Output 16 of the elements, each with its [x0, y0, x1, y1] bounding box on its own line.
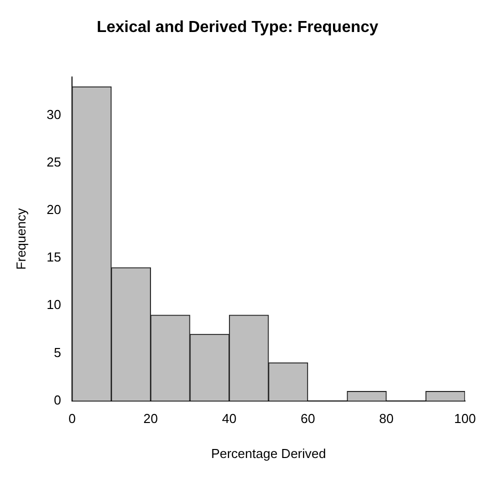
chart-title: Lexical and Derived Type: Frequency — [96, 19, 378, 36]
y-tick-label: 0 — [54, 392, 62, 408]
y-tick-label: 30 — [46, 106, 62, 122]
x-tick-label: 0 — [68, 411, 76, 426]
y-tick-label: 10 — [46, 297, 62, 312]
y-tick-label: 20 — [46, 202, 62, 218]
y-axis-title: Frequency — [13, 208, 28, 270]
x-tick-label: 20 — [143, 411, 158, 426]
y-tick-label: 25 — [46, 154, 62, 170]
y-tick-label: 5 — [54, 344, 62, 360]
x-tick-label: 40 — [222, 411, 236, 426]
y-tick-label: 15 — [46, 250, 62, 265]
x-tick-label: 100 — [454, 411, 476, 426]
x-tick-label: 60 — [300, 411, 316, 426]
x-axis-title: Percentage Derived — [211, 446, 326, 461]
x-tick-label: 80 — [379, 411, 394, 426]
